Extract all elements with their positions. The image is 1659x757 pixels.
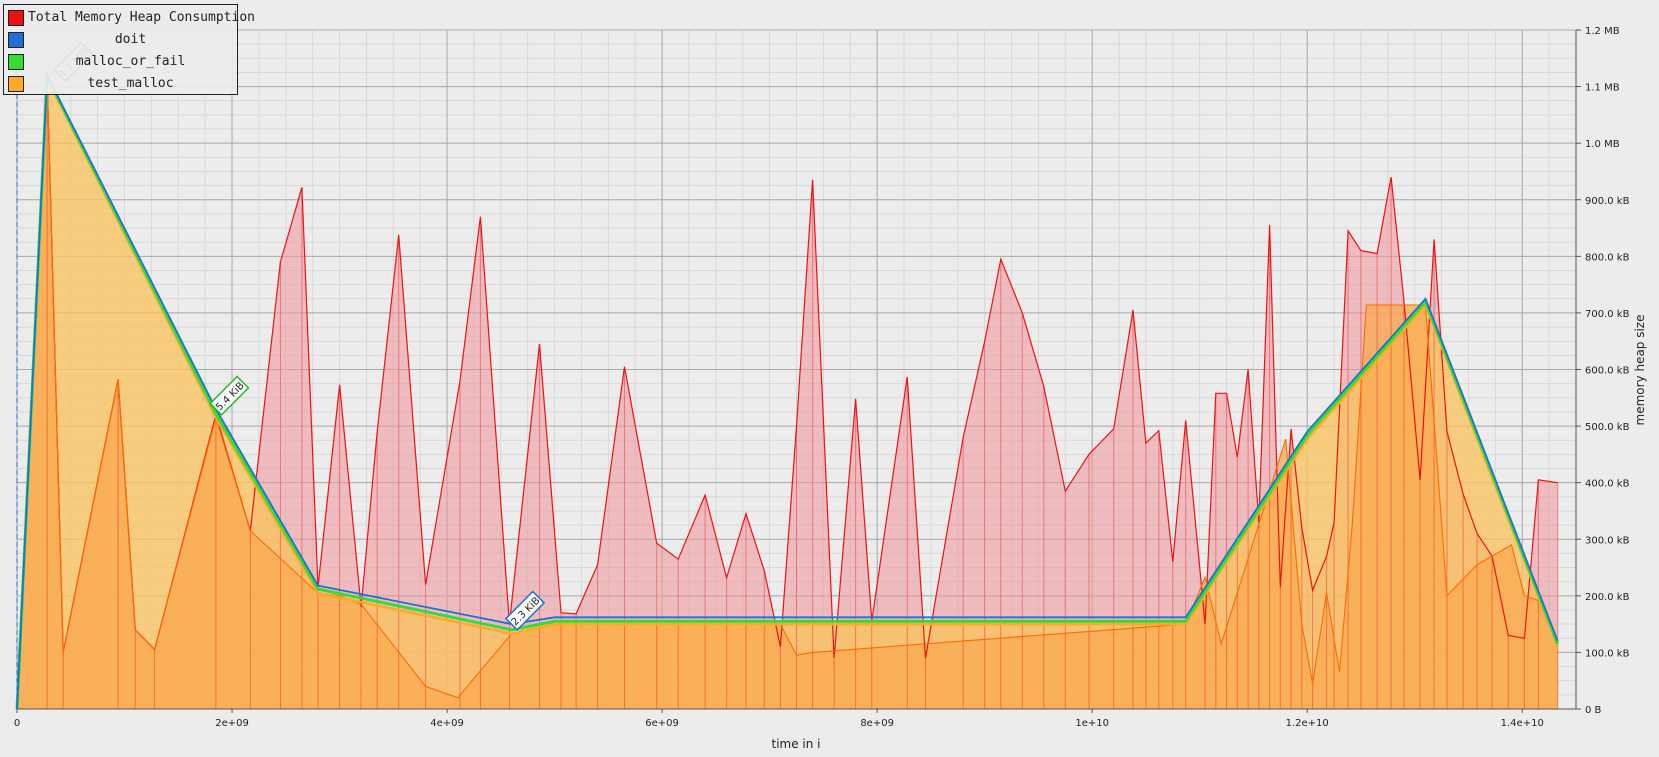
legend-item-doit[interactable]: doit: [4, 29, 237, 51]
y-tick-label: 1.1 MB: [1585, 83, 1620, 94]
y-axis-ticks: 0 B 100.0 kB 200.0 kB 300.0 kB 400.0 kB 500.0…: [1576, 26, 1630, 716]
x-axis-ticks: 0 2e+09 4e+09 6e+09 8e+09 1e+10 1.2e+10 1.4e+10: [14, 709, 1544, 729]
line-malloc-or-fail: [15, 70, 1560, 710]
series-areas: [17, 75, 1559, 710]
legend-item-total[interactable]: Total Memory Heap Consumption: [4, 7, 255, 29]
annotation-box: [504, 590, 546, 631]
y-axis-label: memory heap size: [1633, 315, 1647, 426]
x-tick-label: 0: [14, 718, 20, 729]
line-total-memory: [16, 75, 1558, 710]
line-test-malloc-profile: [16, 78, 1559, 710]
y-tick-label: 200.0 kB: [1585, 592, 1630, 603]
x-tick-label: 2e+09: [215, 718, 249, 729]
legend: Total Memory Heap Consumption doit mallo…: [3, 4, 255, 95]
y-tick-label: 500.0 kB: [1585, 422, 1630, 433]
x-tick-label: 1e+10: [1075, 718, 1109, 729]
legend-swatch-total: [8, 10, 24, 26]
legend-item-test-malloc[interactable]: test_malloc: [4, 73, 237, 95]
y-tick-label: 1.0 MB: [1585, 139, 1620, 150]
area-total-memory: [17, 75, 1558, 710]
y-tick-label: 100.0 kB: [1585, 648, 1630, 659]
legend-swatch-test-malloc: [8, 76, 24, 92]
x-tick-label: 1.4e+10: [1501, 718, 1544, 729]
x-tick-label: 1.2e+10: [1286, 718, 1329, 729]
annotation-box: [209, 375, 250, 416]
legend-item-malloc-or-fail[interactable]: malloc_or_fail: [4, 51, 237, 73]
y-tick-label: 800.0 kB: [1585, 252, 1630, 263]
legend-label-malloc-or-fail: malloc_or_fail: [75, 54, 186, 69]
x-tick-label: 4e+09: [430, 718, 464, 729]
line-doit: [16, 71, 1559, 710]
legend-label-doit: doit: [114, 32, 147, 47]
x-tick-label: 6e+09: [645, 718, 679, 729]
legend-swatch-doit: [8, 32, 24, 48]
legend-label-test-malloc: test_malloc: [87, 76, 174, 91]
y-tick-label: 0 B: [1585, 705, 1602, 716]
y-tick-label: 300.0 kB: [1585, 535, 1630, 546]
y-tick-label: 900.0 kB: [1585, 196, 1630, 207]
series-lines: [15, 70, 1560, 710]
legend-label-total: Total Memory Heap Consumption: [28, 10, 255, 25]
legend-swatch-malloc-or-fail: [8, 54, 24, 70]
area-test-malloc-profile: [17, 78, 1558, 710]
y-tick-label: 400.0 kB: [1585, 479, 1630, 490]
y-tick-label: 1.2 MB: [1585, 26, 1620, 37]
x-tick-label: 8e+09: [860, 718, 894, 729]
x-axis-label: time in i: [771, 737, 820, 751]
y-tick-label: 600.0 kB: [1585, 366, 1630, 377]
y-tick-label: 700.0 kB: [1585, 309, 1630, 320]
